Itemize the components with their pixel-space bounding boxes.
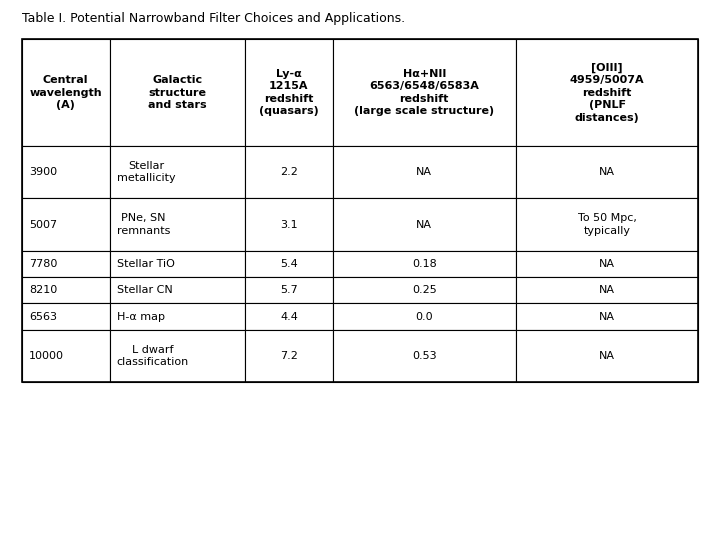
Text: 5.7: 5.7 — [280, 285, 298, 295]
Bar — [109, 251, 245, 277]
Bar — [245, 198, 333, 251]
Text: from “Narrowband Filter Considerations for LSST’, C. Stubbs, April 2015: from “Narrowband Filter Considerations f… — [50, 442, 670, 457]
Bar — [109, 198, 245, 251]
Text: 0.53: 0.53 — [412, 351, 436, 361]
Bar — [333, 198, 516, 251]
Text: H-α map: H-α map — [117, 312, 165, 322]
Bar — [516, 39, 698, 146]
Bar — [516, 251, 698, 277]
Text: 4.4: 4.4 — [280, 312, 298, 322]
Bar — [245, 39, 333, 146]
Text: NA: NA — [416, 167, 432, 177]
Text: Hα+NII
6563/6548/6583A
redshift
(large scale structure): Hα+NII 6563/6548/6583A redshift (large s… — [354, 69, 495, 116]
Text: 0.25: 0.25 — [412, 285, 436, 295]
Text: 5.4: 5.4 — [280, 259, 298, 269]
Text: To 50 Mpc,
typically: To 50 Mpc, typically — [577, 213, 636, 236]
Bar — [22, 277, 109, 303]
Bar — [109, 146, 245, 198]
Bar — [333, 146, 516, 198]
Bar — [516, 330, 698, 382]
Text: 0.18: 0.18 — [412, 259, 436, 269]
Text: Stellar
metallicity: Stellar metallicity — [117, 161, 176, 183]
Text: NA: NA — [599, 312, 615, 322]
Bar — [333, 277, 516, 303]
Bar — [109, 277, 245, 303]
Text: 8210: 8210 — [29, 285, 57, 295]
Bar — [245, 330, 333, 382]
Bar — [245, 303, 333, 330]
Text: 0.0: 0.0 — [415, 312, 433, 322]
Text: 11: 11 — [29, 505, 45, 518]
Bar — [245, 251, 333, 277]
Bar — [22, 39, 109, 146]
Text: NA: NA — [599, 351, 615, 361]
Bar — [22, 251, 109, 277]
Bar — [516, 198, 698, 251]
Bar — [109, 330, 245, 382]
Bar — [516, 277, 698, 303]
Text: Stellar CN: Stellar CN — [117, 285, 173, 295]
Text: Ly-α
1215A
redshift
(quasars): Ly-α 1215A redshift (quasars) — [259, 69, 319, 116]
Bar — [245, 146, 333, 198]
Text: Table I. Potential Narrowband Filter Choices and Applications.: Table I. Potential Narrowband Filter Cho… — [22, 12, 405, 25]
Text: Central
wavelength
(A): Central wavelength (A) — [30, 75, 102, 110]
Bar — [333, 39, 516, 146]
Text: L dwarf
classification: L dwarf classification — [117, 345, 189, 367]
Bar — [245, 277, 333, 303]
Bar — [109, 303, 245, 330]
Text: Stellar TiO: Stellar TiO — [117, 259, 175, 269]
Bar — [109, 39, 245, 146]
Bar — [22, 330, 109, 382]
Bar — [22, 198, 109, 251]
Bar — [333, 251, 516, 277]
Text: NA: NA — [599, 167, 615, 177]
Text: NA: NA — [416, 220, 432, 229]
Text: 3.1: 3.1 — [280, 220, 298, 229]
Text: 3900: 3900 — [29, 167, 57, 177]
Text: 2.2: 2.2 — [280, 167, 298, 177]
Bar — [333, 330, 516, 382]
Bar — [516, 146, 698, 198]
Text: 7780: 7780 — [29, 259, 57, 269]
Text: 5007: 5007 — [29, 220, 57, 229]
Text: PNe, SN
remnants: PNe, SN remnants — [117, 213, 170, 236]
Bar — [333, 303, 516, 330]
Text: 7.2: 7.2 — [280, 351, 298, 361]
Text: Galactic
structure
and stars: Galactic structure and stars — [148, 75, 207, 110]
Bar — [22, 303, 109, 330]
Text: [OIII]
4959/5007A
redshift
(PNLF
distances): [OIII] 4959/5007A redshift (PNLF distanc… — [570, 63, 644, 123]
Text: 10000: 10000 — [29, 351, 64, 361]
Bar — [22, 39, 698, 382]
Bar — [516, 303, 698, 330]
Text: NA: NA — [599, 259, 615, 269]
Bar — [22, 146, 109, 198]
Text: NA: NA — [599, 285, 615, 295]
Text: 6563: 6563 — [29, 312, 57, 322]
